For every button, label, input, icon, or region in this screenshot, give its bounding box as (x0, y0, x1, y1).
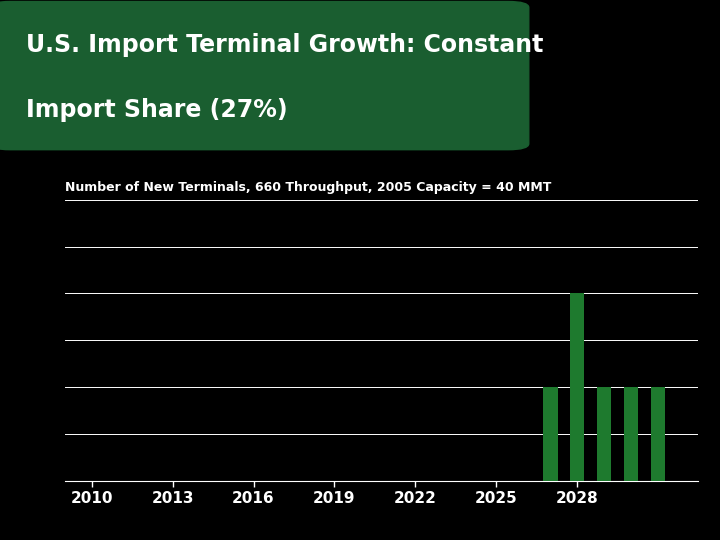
Text: Import Share (27%): Import Share (27%) (26, 98, 287, 122)
Text: U.S. Import Terminal Growth: Constant: U.S. Import Terminal Growth: Constant (26, 33, 544, 57)
Bar (543, 387, 557, 481)
Bar (651, 387, 665, 481)
FancyBboxPatch shape (0, 2, 528, 150)
Bar (570, 293, 585, 481)
Bar (624, 387, 639, 481)
Bar (597, 387, 611, 481)
Text: Number of New Terminals, 660 Throughput, 2005 Capacity = 40 MMT: Number of New Terminals, 660 Throughput,… (65, 181, 552, 194)
